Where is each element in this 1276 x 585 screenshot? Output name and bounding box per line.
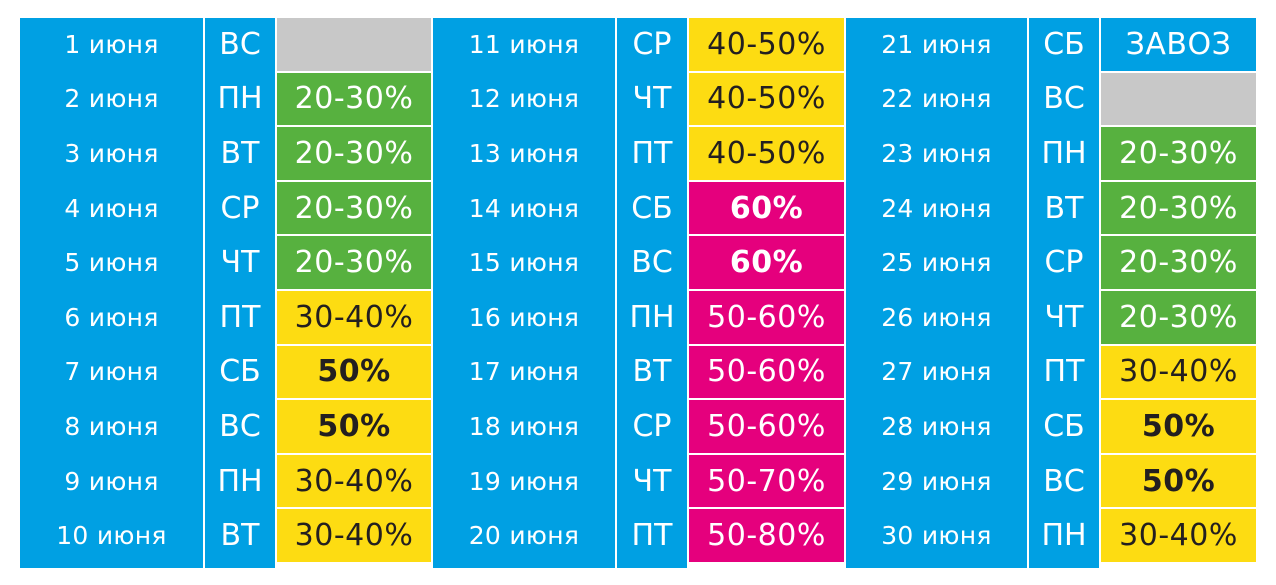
discount-cell: 30-40% — [277, 291, 431, 344]
date-cell: 19 июня — [468, 466, 580, 496]
date-cell: 6 июня — [64, 302, 159, 332]
discount-cell — [277, 18, 431, 71]
date-column-bg — [433, 18, 615, 568]
date-cell: 14 июня — [468, 193, 580, 223]
weekday-cell: СБ — [219, 354, 261, 390]
weekday-cell: ПН — [629, 299, 675, 335]
date-cell: 24 июня — [881, 193, 992, 223]
weekday-cell: ЧТ — [632, 463, 672, 499]
discount-cell: 50-60% — [689, 345, 844, 399]
discount-cell: 50% — [277, 345, 431, 399]
weekday-cell: ВТ — [632, 354, 672, 390]
date-column-bg — [846, 18, 1027, 568]
discount-cell: 50% — [277, 400, 431, 453]
date-cell: 9 июня — [64, 466, 159, 496]
weekday-cell: ВТ — [220, 518, 260, 554]
discount-cell: 20-30% — [277, 236, 431, 289]
weekday-cell: ВС — [1043, 81, 1085, 117]
discount-cell: 50% — [1101, 454, 1256, 508]
weekday-cell: СБ — [1043, 408, 1085, 444]
date-cell: 5 июня — [64, 248, 159, 278]
date-cell: 30 июня — [881, 521, 992, 551]
weekday-cell: ПТ — [631, 518, 673, 554]
discount-cell: 60% — [689, 236, 844, 289]
weekday-column-bg — [205, 18, 275, 568]
weekday-cell: СР — [632, 408, 672, 444]
date-cell: 22 июня — [881, 84, 992, 114]
date-cell: 23 июня — [881, 138, 992, 168]
discount-cell: 30-40% — [1101, 345, 1256, 399]
weekday-cell: СБ — [631, 190, 673, 226]
weekday-cell: ВС — [631, 245, 673, 281]
discount-cell: 20-30% — [277, 127, 431, 180]
discount-cell: 30-40% — [277, 454, 431, 508]
weekday-cell: ПТ — [631, 135, 673, 171]
discount-cell: 40-50% — [689, 72, 844, 126]
discount-cell — [1101, 72, 1256, 126]
weekday-cell: ПТ — [1043, 354, 1085, 390]
date-cell: 27 июня — [881, 357, 992, 387]
discount-cell: 20-30% — [1101, 181, 1256, 235]
discount-cell: 50-80% — [689, 509, 844, 562]
weekday-cell: ВС — [219, 408, 261, 444]
weekday-column-bg — [617, 18, 687, 568]
weekday-cell: ЧТ — [632, 81, 672, 117]
date-cell: 16 июня — [468, 302, 580, 332]
weekday-cell: СР — [632, 26, 672, 62]
weekday-cell: СБ — [1043, 26, 1085, 62]
date-cell: 21 июня — [881, 29, 992, 59]
date-cell: 26 июня — [881, 302, 992, 332]
date-cell: 3 июня — [64, 138, 159, 168]
weekday-cell: ВТ — [1044, 190, 1084, 226]
date-cell: 13 июня — [468, 138, 580, 168]
weekday-cell: ВС — [219, 26, 261, 62]
weekday-cell: ЧТ — [1044, 299, 1084, 335]
date-cell: 25 июня — [881, 248, 992, 278]
discount-cell: ЗАВОЗ — [1101, 18, 1256, 71]
discount-cell: 50-60% — [689, 291, 844, 344]
date-cell: 20 июня — [468, 521, 580, 551]
date-cell: 8 июня — [64, 411, 159, 441]
discount-cell: 50% — [1101, 400, 1256, 453]
date-cell: 17 июня — [468, 357, 580, 387]
weekday-cell: ПТ — [219, 299, 261, 335]
discount-cell: 40-50% — [689, 127, 844, 180]
discount-cell: 20-30% — [1101, 127, 1256, 180]
date-cell: 11 июня — [468, 29, 580, 59]
date-cell: 1 июня — [64, 29, 159, 59]
weekday-cell: ПН — [217, 81, 263, 117]
date-cell: 12 июня — [468, 84, 580, 114]
date-column-bg — [20, 18, 203, 568]
date-cell: 18 июня — [468, 411, 580, 441]
date-cell: 2 июня — [64, 84, 159, 114]
date-cell: 15 июня — [468, 248, 580, 278]
date-cell: 29 июня — [881, 466, 992, 496]
weekday-cell: ВТ — [220, 135, 260, 171]
discount-cell: 20-30% — [277, 72, 431, 126]
weekday-cell: ПН — [1041, 135, 1087, 171]
discount-cell: 50-60% — [689, 400, 844, 453]
weekday-cell: ПН — [217, 463, 263, 499]
weekday-cell: СР — [220, 190, 260, 226]
weekday-cell: ВС — [1043, 463, 1085, 499]
weekday-column-bg — [1029, 18, 1099, 568]
discount-cell: 20-30% — [1101, 236, 1256, 289]
discount-cell: 30-40% — [1101, 509, 1256, 562]
discount-cell: 30-40% — [277, 509, 431, 562]
date-cell: 10 июня — [56, 521, 167, 551]
discount-cell: 50-70% — [689, 454, 844, 508]
discount-cell: 60% — [689, 181, 844, 235]
discount-cell: 20-30% — [1101, 291, 1256, 344]
date-cell: 7 июня — [64, 357, 159, 387]
date-cell: 4 июня — [64, 193, 159, 223]
weekday-cell: ЧТ — [220, 245, 260, 281]
date-cell: 28 июня — [881, 411, 992, 441]
weekday-cell: ПН — [1041, 518, 1087, 554]
discount-cell: 20-30% — [277, 181, 431, 235]
weekday-cell: СР — [1044, 245, 1084, 281]
discount-cell: 40-50% — [689, 18, 844, 71]
